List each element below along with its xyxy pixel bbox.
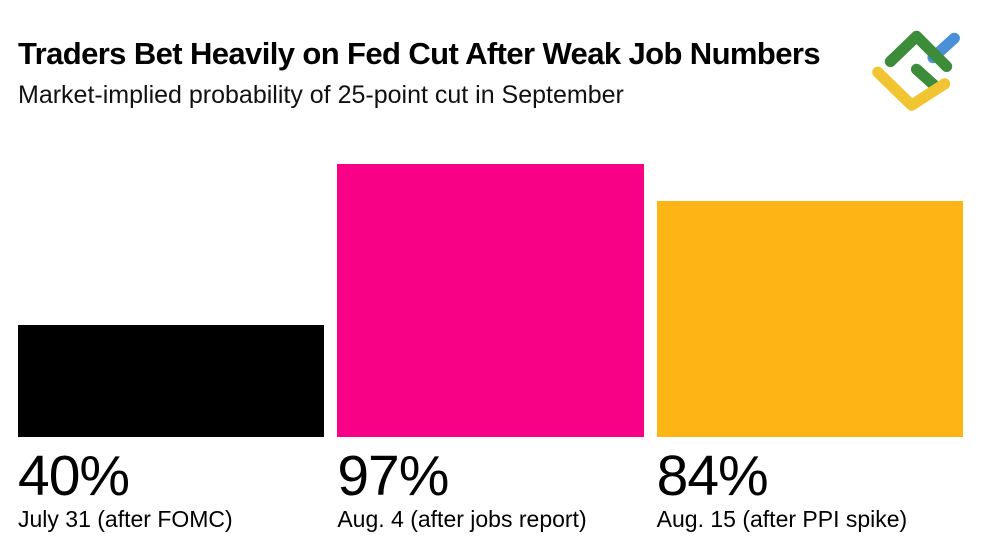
logo-yellow-check — [872, 66, 951, 111]
page-subtitle: Market-implied probability of 25-point c… — [18, 81, 624, 109]
bar-value-label: 84% — [656, 444, 769, 508]
bar-category-label: Aug. 4 (after jobs report) — [337, 506, 587, 532]
page-title: Traders Bet Heavily on Fed Cut After Wea… — [18, 36, 821, 71]
bar-2 — [337, 164, 644, 437]
bar-plot-area — [18, 156, 325, 437]
bar-group-2: 97% Aug. 4 (after jobs report) — [337, 156, 644, 532]
bar-group-1: 40% July 31 (after FOMC) — [18, 156, 325, 532]
bar-1 — [18, 325, 325, 437]
bar-3 — [656, 201, 963, 437]
bar-value-label: 97% — [337, 444, 449, 508]
bar-plot-area — [337, 156, 644, 437]
bar-value-label: 40% — [18, 444, 130, 508]
litefinance-logo-icon — [872, 30, 960, 111]
bar-plot-area — [656, 156, 963, 437]
bar-category-label: July 31 (after FOMC) — [18, 506, 233, 532]
logo-green-chevron — [884, 30, 953, 72]
bar-chart: 40% July 31 (after FOMC) 97% Aug. 4 (after … — [18, 156, 963, 532]
bar-group-3: 84% Aug. 15 (after PPI spike) — [656, 156, 963, 532]
logo-green-mid-arm — [910, 63, 942, 93]
bar-category-label: Aug. 15 (after PPI spike) — [656, 506, 908, 532]
